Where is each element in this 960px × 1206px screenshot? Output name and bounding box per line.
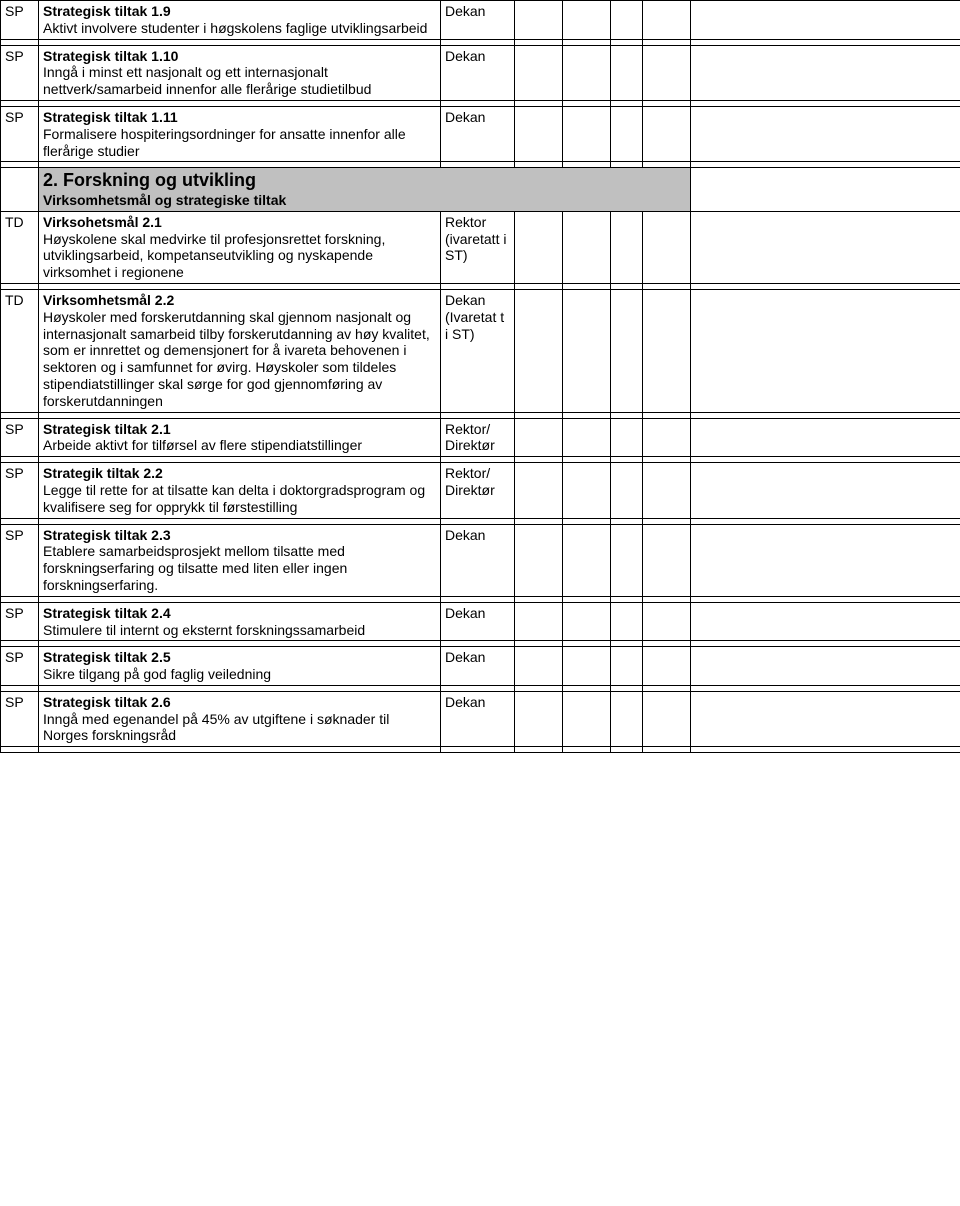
table-row: SPStrategisk tiltak 1.10Inngå i minst et…: [1, 45, 960, 100]
table-row: SPStrategisk tiltak 2.5Sikre tilgang på …: [1, 647, 960, 686]
table-row: SPStrategik tiltak 2.2Legge til rette fo…: [1, 463, 960, 518]
table-row: SPStrategisk tiltak 2.1Arbeide aktivt fo…: [1, 418, 960, 457]
plan-table: SPStrategisk tiltak 1.9Aktivt involvere …: [0, 0, 960, 753]
table-row: SPStrategisk tiltak 1.11Formalisere hosp…: [1, 106, 960, 161]
table-row: TDVirksomhetsmål 2.2Høyskoler med forske…: [1, 289, 960, 412]
table-row: SPStrategisk tiltak 2.4Stimulere til int…: [1, 602, 960, 641]
table-row: SPStrategisk tiltak 1.9Aktivt involvere …: [1, 1, 960, 40]
table-row: [1, 747, 960, 753]
table-row: TDVirksohetsmål 2.1Høyskolene skal medvi…: [1, 211, 960, 283]
table-row: SPStrategisk tiltak 2.6Inngå med egenand…: [1, 691, 960, 746]
table-row: 2. Forskning og utviklingVirksomhetsmål …: [1, 168, 960, 211]
table-row: SPStrategisk tiltak 2.3Etablere samarbei…: [1, 524, 960, 596]
